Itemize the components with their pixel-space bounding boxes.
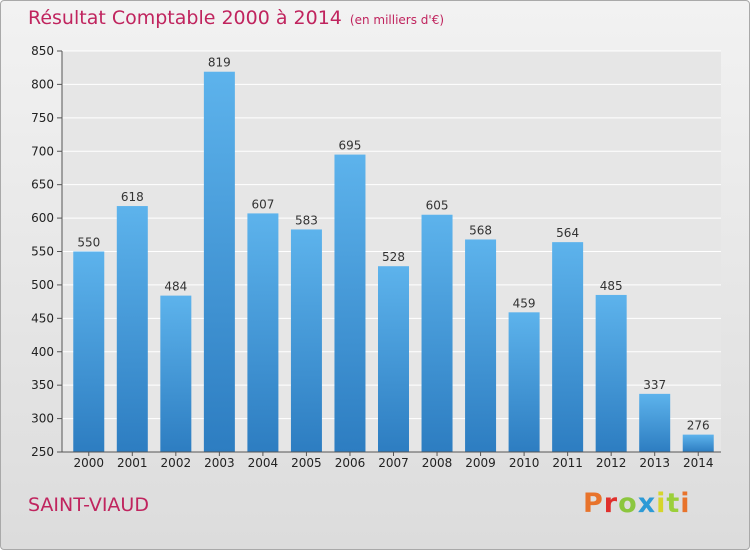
data-label: 583 — [295, 213, 318, 227]
bar — [73, 251, 105, 452]
y-tick-label: 300 — [31, 412, 54, 426]
logo-letter: x — [637, 488, 657, 519]
data-label: 276 — [687, 419, 710, 433]
y-tick-label: 550 — [31, 245, 54, 259]
logo-letter: r — [603, 488, 619, 519]
x-tick-label: 2012 — [596, 456, 627, 470]
bar — [378, 266, 409, 452]
axes: 250 300 350 400 450 500 550 600 650 700 750 800 850 2… — [31, 44, 721, 470]
data-label: 337 — [643, 378, 666, 392]
y-tick-label: 650 — [31, 178, 54, 192]
logo-letter: t — [666, 488, 681, 519]
data-label: 819 — [208, 56, 231, 70]
chart-title-text: Résultat Comptable 2000 à 2014 — [28, 7, 342, 29]
data-label: 564 — [556, 226, 579, 240]
logo-letter: o — [618, 488, 638, 519]
y-tick-label: 700 — [31, 144, 54, 158]
x-tick-label: 2008 — [422, 456, 453, 470]
bar — [290, 229, 322, 452]
x-tick-label: 2005 — [291, 456, 322, 470]
data-label: 459 — [513, 296, 536, 310]
x-tick-label: 2011 — [552, 456, 583, 470]
bar — [639, 393, 671, 452]
bar — [203, 71, 235, 453]
data-label: 528 — [382, 250, 405, 264]
y-tick-label: 800 — [31, 77, 54, 91]
y-tick-label: 600 — [31, 211, 54, 225]
data-label: 568 — [469, 223, 492, 237]
bar — [421, 214, 453, 452]
bar — [247, 213, 279, 452]
data-label: 605 — [426, 199, 449, 213]
data-label: 618 — [121, 190, 144, 204]
data-label: 695 — [339, 139, 362, 153]
logo-letter: P — [583, 488, 604, 519]
proxiti-logo: Proxiti — [583, 488, 691, 519]
x-tick-label: 2013 — [639, 456, 670, 470]
data-label: 550 — [77, 236, 100, 250]
bar — [465, 239, 497, 452]
x-tick-label: 2002 — [161, 456, 192, 470]
x-tick-label: 2000 — [73, 456, 104, 470]
y-tick-label: 850 — [31, 44, 54, 58]
bar — [334, 154, 366, 452]
x-tick-label: 2006 — [335, 456, 366, 470]
x-tick-label: 2009 — [465, 456, 496, 470]
y-tick-label: 250 — [31, 445, 54, 459]
bar — [160, 295, 192, 452]
y-tick-label: 400 — [31, 345, 54, 359]
chart-subtitle: (en milliers d'€) — [349, 13, 445, 27]
x-tick-label: 2014 — [683, 456, 714, 470]
y-tick-label: 350 — [31, 378, 54, 392]
x-tick-label: 2007 — [378, 456, 409, 470]
data-label: 485 — [600, 279, 623, 293]
x-tick-label: 2001 — [117, 456, 148, 470]
y-tick-label: 500 — [31, 278, 54, 292]
data-label: 607 — [251, 197, 274, 211]
chart-title: Résultat Comptable 2000 à 2014 (en millie… — [28, 7, 444, 29]
logo-letter: i — [680, 488, 691, 519]
location-name: SAINT-VIAUD — [28, 494, 149, 516]
bars: 550 618 484 819 607 583 695 528 605 568 459 564 485 3… — [73, 56, 714, 453]
bar — [116, 206, 148, 452]
data-label: 484 — [164, 280, 187, 294]
bar — [552, 242, 584, 452]
bar — [508, 312, 540, 452]
logo-letter: i — [656, 488, 667, 519]
x-tick-label: 2003 — [204, 456, 235, 470]
x-tick-label: 2010 — [509, 456, 540, 470]
y-tick-label: 750 — [31, 111, 54, 125]
x-tick-label: 2004 — [248, 456, 279, 470]
bar — [595, 294, 627, 452]
bar — [682, 434, 714, 452]
y-tick-label: 450 — [31, 311, 54, 325]
